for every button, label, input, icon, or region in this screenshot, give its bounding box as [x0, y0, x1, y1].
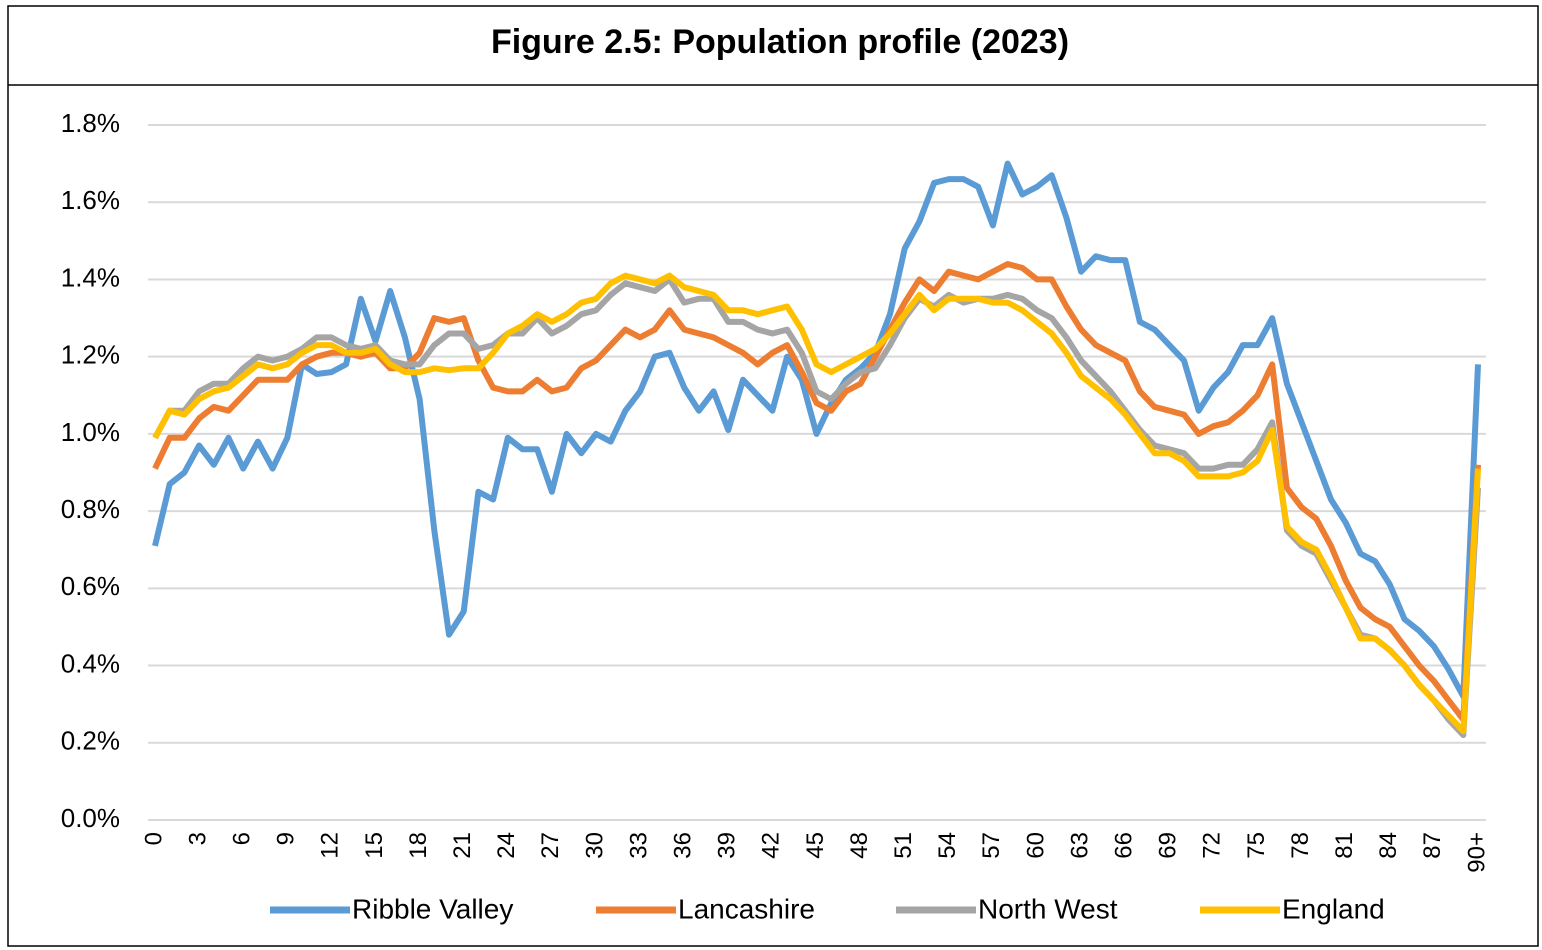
x-tick-label: 75: [1243, 832, 1270, 859]
y-tick-label: 0.4%: [61, 648, 120, 678]
y-tick-label: 1.0%: [61, 417, 120, 447]
chart-title: Figure 2.5: Population profile (2023): [491, 23, 1069, 61]
x-tick-label: 3: [184, 832, 211, 845]
y-tick-label: 1.4%: [61, 262, 120, 292]
frame: [7, 5, 1539, 947]
x-tick-label: 51: [890, 832, 917, 859]
x-tick-label: 78: [1287, 832, 1314, 859]
y-tick-label: 1.6%: [61, 185, 120, 215]
x-tick-label: 63: [1066, 832, 1093, 859]
y-tick-label: 0.2%: [61, 726, 120, 756]
y-tick-label: 0.0%: [61, 803, 120, 833]
series-line: [152, 276, 1481, 739]
x-tick-label: 66: [1111, 832, 1138, 859]
y-tick-label: 1.8%: [61, 108, 120, 138]
x-tick-label: 27: [537, 832, 564, 859]
x-tick-label: 72: [1199, 832, 1226, 859]
legend-label: North West: [978, 893, 1118, 924]
x-tick-label: 84: [1375, 832, 1402, 859]
x-tick-label: 60: [1022, 832, 1049, 859]
y-tick-label: 1.2%: [61, 340, 120, 370]
x-tick-label: 33: [625, 832, 652, 859]
x-tick-label: 36: [670, 832, 697, 859]
legend-label: England: [1282, 893, 1385, 924]
x-tick-label: 15: [361, 832, 388, 859]
x-tick-label: 54: [934, 832, 961, 859]
x-tick-label: 87: [1419, 832, 1446, 859]
y-tick-label: 0.6%: [61, 571, 120, 601]
x-tick-label: 48: [846, 832, 873, 859]
x-tick-label: 9: [273, 832, 300, 845]
x-tick-label: 90+: [1463, 832, 1490, 873]
legend-label: Lancashire: [678, 893, 815, 924]
y-tick-label: 0.8%: [61, 494, 120, 524]
legend-label: Ribble Valley: [352, 893, 513, 924]
x-tick-label: 21: [449, 832, 476, 859]
x-tick-label: 42: [758, 832, 785, 859]
series-line: [152, 272, 1481, 735]
x-tick-label: 18: [405, 832, 432, 859]
x-tick-label: 24: [493, 832, 520, 859]
x-tick-label: 45: [802, 832, 829, 859]
x-tick-label: 30: [581, 832, 608, 859]
x-tick-label: 57: [978, 832, 1005, 859]
series-line: [152, 160, 1481, 700]
x-tick-label: 81: [1331, 832, 1358, 859]
x-tick-label: 69: [1155, 832, 1182, 859]
x-tick-label: 39: [714, 832, 741, 859]
x-tick-label: 0: [140, 832, 167, 845]
x-tick-label: 12: [317, 832, 344, 859]
x-tick-label: 6: [229, 832, 256, 845]
